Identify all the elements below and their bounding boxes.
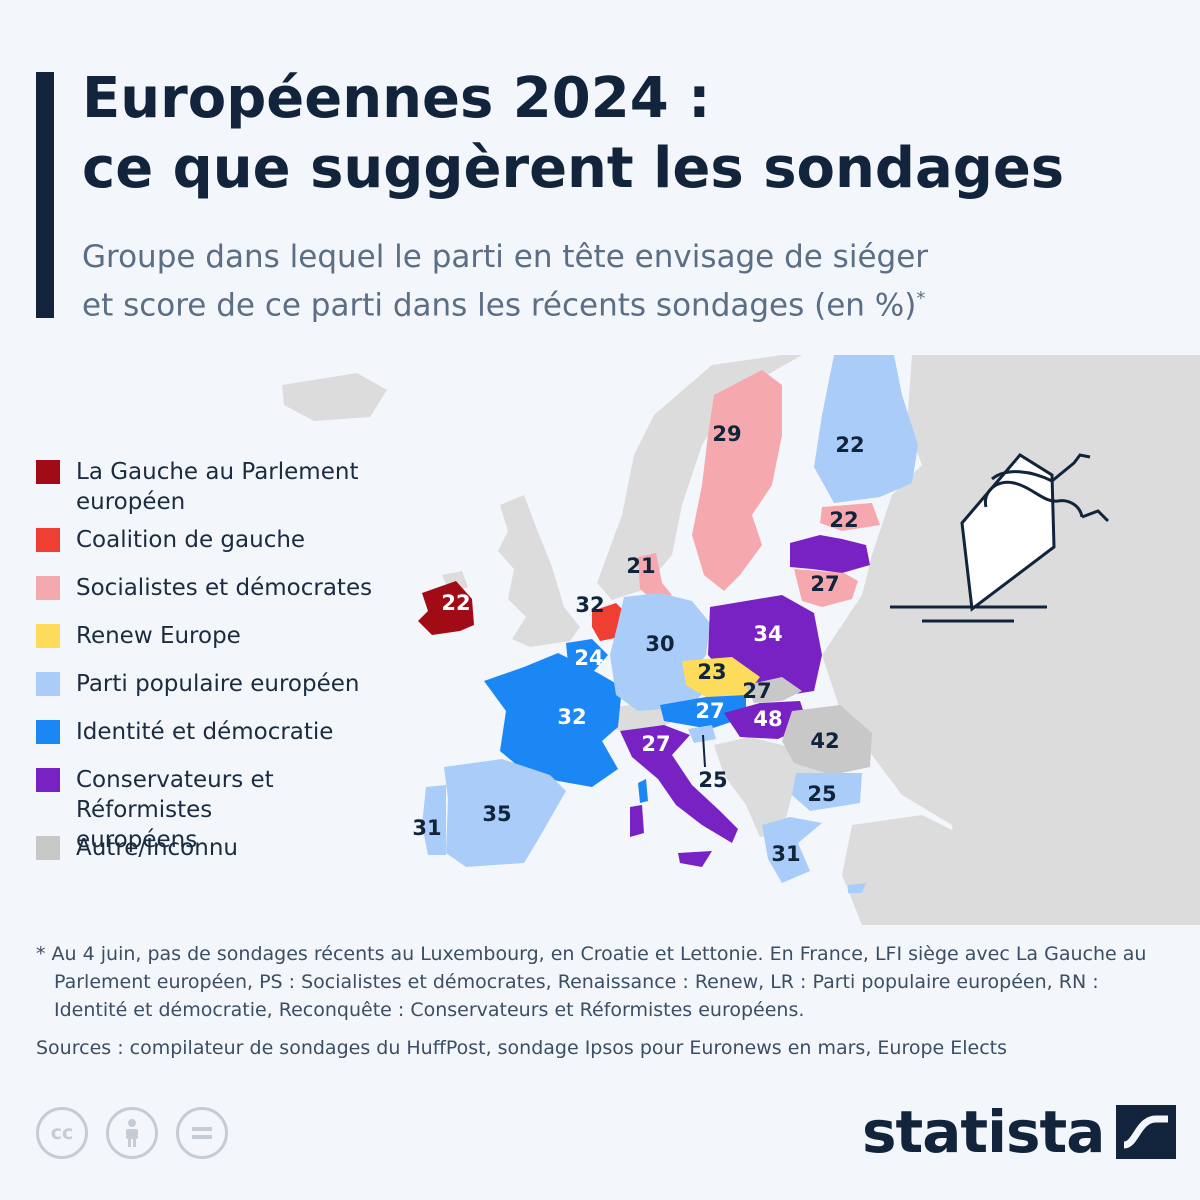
statista-logo[interactable]: statista bbox=[862, 1097, 1177, 1167]
region-slovakia bbox=[746, 677, 802, 703]
legend-item-conservateurs: Conservateurs et Réformistes européens bbox=[36, 765, 336, 855]
legend-swatch bbox=[36, 624, 60, 648]
title-line-1: Européennes 2024 : bbox=[82, 66, 711, 131]
score-label-netherlands: 32 bbox=[575, 593, 604, 617]
region-czechia bbox=[682, 657, 760, 697]
no-derivatives-icon[interactable] bbox=[176, 1107, 228, 1159]
legend-label: Socialistes et démocrates bbox=[76, 575, 373, 601]
region-spain bbox=[444, 759, 566, 867]
region-cyprus bbox=[848, 883, 866, 893]
score-label-ireland: 22 bbox=[441, 591, 470, 615]
region-italy bbox=[620, 725, 738, 843]
legend-swatch bbox=[36, 460, 60, 484]
region-corsica bbox=[638, 779, 648, 803]
title-line-2: ce que suggèrent les sondages bbox=[82, 136, 1065, 201]
footnote-note: * Au 4 juin, pas de sondages récents au … bbox=[36, 943, 1147, 1021]
region-finland bbox=[814, 355, 918, 503]
score-label-sweden: 29 bbox=[712, 422, 741, 446]
region-ireland bbox=[418, 581, 474, 635]
score-label-greece: 31 bbox=[771, 842, 800, 866]
score-label-denmark: 21 bbox=[626, 554, 655, 578]
region-denmark bbox=[638, 553, 672, 601]
score-label-austria: 27 bbox=[695, 699, 724, 723]
europe-map-svg: 22 32 24 32 35 31 30 21 29 22 22 27 34 2… bbox=[262, 355, 1200, 925]
license-icons: cc bbox=[36, 1107, 228, 1159]
score-label-bulgaria: 25 bbox=[807, 782, 836, 806]
legend-item-coalition-gauche: Coalition de gauche bbox=[36, 525, 376, 555]
footnote-sources: Sources : compilateur de sondages du Huf… bbox=[36, 1037, 1008, 1059]
region-portugal bbox=[422, 785, 446, 855]
region-austria bbox=[660, 695, 746, 729]
region-lithuania bbox=[794, 569, 858, 607]
score-label-spain: 35 bbox=[482, 802, 511, 826]
attribution-person-icon bbox=[126, 1119, 138, 1147]
region-latvia bbox=[790, 535, 870, 573]
legend-label: Identité et démocratie bbox=[76, 719, 334, 745]
legend-item-socialistes: Socialistes et démocrates bbox=[36, 573, 376, 603]
region-romania bbox=[782, 705, 872, 775]
region-greece bbox=[762, 817, 822, 883]
footnote: * Au 4 juin, pas de sondages récents au … bbox=[36, 940, 1176, 1062]
score-label-france: 32 bbox=[557, 705, 586, 729]
legend-swatch bbox=[36, 720, 60, 744]
map-score-labels: 22 32 24 32 35 31 30 21 29 22 22 27 34 2… bbox=[412, 422, 864, 866]
region-bulgaria bbox=[792, 773, 862, 811]
score-label-romania: 42 bbox=[810, 729, 839, 753]
page-title: Européennes 2024 : ce que suggèrent les … bbox=[82, 64, 1182, 204]
title-accent-bar bbox=[36, 72, 54, 318]
legend-item-autre: Autre/Inconnu bbox=[36, 833, 376, 863]
page-subtitle: Groupe dans lequel le parti en tête envi… bbox=[82, 236, 1182, 326]
score-label-germany: 30 bbox=[645, 632, 674, 656]
cc-icon-text: cc bbox=[50, 1122, 74, 1144]
region-sardinia bbox=[630, 805, 644, 837]
legend-item-gauche: La Gauche au Parlement européen bbox=[36, 457, 376, 517]
legend-swatch bbox=[36, 528, 60, 552]
score-label-finland: 22 bbox=[835, 433, 864, 457]
statista-wordmark: statista bbox=[862, 1098, 1105, 1166]
score-label-portugal: 31 bbox=[412, 816, 441, 840]
attribution-icon[interactable] bbox=[106, 1107, 158, 1159]
legend-item-ppe: Parti populaire européen bbox=[36, 669, 376, 699]
cc-icon[interactable]: cc bbox=[36, 1107, 88, 1159]
legend-item-identite: Identité et démocratie bbox=[36, 717, 376, 747]
legend-label: Renew Europe bbox=[76, 623, 241, 649]
legend-swatch bbox=[36, 768, 60, 792]
slovenia-leader-line bbox=[702, 734, 706, 768]
statista-logo-icon bbox=[1116, 1105, 1177, 1159]
legend-label: Conservateurs et Réformistes européens bbox=[76, 767, 274, 853]
legend-label: Coalition de gauche bbox=[76, 527, 306, 553]
legend-swatch bbox=[36, 672, 60, 696]
region-sicily bbox=[678, 851, 712, 867]
legend-swatch bbox=[36, 836, 60, 860]
legend-swatch bbox=[36, 576, 60, 600]
legend-label: Autre/Inconnu bbox=[76, 835, 238, 861]
score-label-czechia: 23 bbox=[697, 660, 726, 684]
region-slovenia bbox=[688, 725, 716, 743]
subtitle-line-1: Groupe dans lequel le parti en tête envi… bbox=[82, 239, 929, 275]
legend-label: Parti populaire européen bbox=[76, 671, 360, 697]
region-germany bbox=[610, 593, 710, 711]
ballot-box-illustration bbox=[890, 453, 1110, 623]
legend-label: La Gauche au Parlement européen bbox=[76, 459, 359, 515]
score-label-lithuania: 27 bbox=[810, 572, 839, 596]
score-label-slovakia: 27 bbox=[742, 679, 771, 703]
subtitle-footnote-mark: * bbox=[916, 288, 926, 309]
europe-map: 22 32 24 32 35 31 30 21 29 22 22 27 34 2… bbox=[262, 355, 1200, 925]
equals-icon bbox=[192, 1127, 212, 1139]
region-france bbox=[484, 653, 622, 787]
subtitle-line-2: et score de ce parti dans les récents so… bbox=[82, 287, 917, 324]
score-label-poland: 34 bbox=[753, 622, 782, 646]
score-label-hungary: 48 bbox=[753, 707, 782, 731]
region-estonia bbox=[820, 503, 880, 531]
score-label-belgium: 24 bbox=[574, 646, 603, 670]
score-label-estonia: 22 bbox=[829, 508, 858, 532]
score-label-italy: 27 bbox=[641, 732, 670, 756]
legend-item-renew: Renew Europe bbox=[36, 621, 376, 651]
map-countries bbox=[418, 355, 918, 893]
score-label-slovenia: 25 bbox=[698, 768, 727, 792]
region-sweden bbox=[692, 370, 782, 591]
